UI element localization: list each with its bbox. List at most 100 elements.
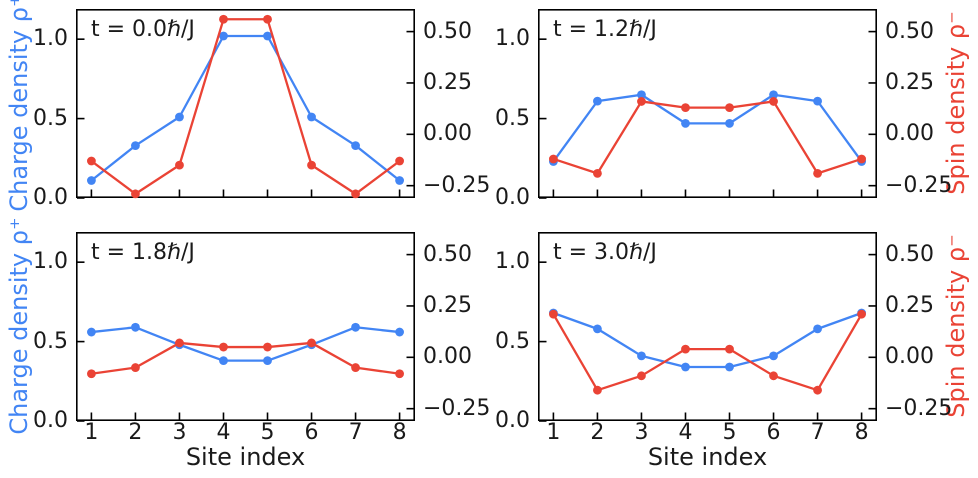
axes-frame — [76, 232, 415, 421]
x-tick-label: 6 — [766, 420, 781, 445]
spin-density-line — [552, 313, 863, 392]
x-tick-label: 1 — [546, 420, 561, 445]
spin-density-marker — [87, 156, 96, 166]
spin-density-marker — [813, 385, 822, 395]
plot-area — [538, 9, 877, 199]
charge-density-marker — [395, 327, 404, 337]
plot-area — [76, 232, 415, 422]
right-tick-label: 0.25 — [423, 292, 472, 318]
spin-density-marker — [681, 103, 690, 113]
spin-density-marker — [593, 385, 602, 395]
charge-density-marker — [219, 31, 228, 41]
left-tick-label: 1.0 — [495, 26, 530, 52]
time-annotation: t = 3.0ℏ/J — [553, 240, 657, 265]
right-tick-label: 0.00 — [885, 121, 934, 147]
right-tick-label: −0.25 — [423, 172, 491, 198]
charge-density-marker — [351, 322, 360, 332]
right-tick-label: 0.25 — [885, 292, 934, 318]
spin-density-marker — [813, 168, 822, 178]
x-tick-label: 2 — [128, 420, 143, 445]
x-tick-label: 4 — [678, 420, 693, 445]
left-tick-label: 1.0 — [33, 249, 68, 275]
right-tick-label: 0.00 — [423, 121, 472, 147]
charge-density-marker — [725, 362, 734, 372]
charge-density-marker — [395, 176, 404, 185]
charge-density-marker — [219, 356, 228, 366]
charge-density-marker — [637, 90, 646, 100]
spin-density-marker — [725, 344, 734, 354]
spin-density-marker — [637, 97, 646, 106]
right-tick-label: 0.50 — [423, 18, 472, 44]
spin-density-marker — [395, 369, 404, 379]
time-annotation: t = 0.0ℏ/J — [91, 17, 195, 42]
left-tick-label: 0.5 — [33, 105, 68, 131]
spin-density-marker — [175, 338, 184, 348]
charge-density-marker — [769, 90, 778, 100]
subplot-panel-t2: t = 1.8ℏ/J Charge density ρ⁺ Site index … — [5, 217, 490, 471]
left-tick-label: 0.0 — [495, 408, 530, 433]
spin-density-marker — [593, 168, 602, 178]
x-tick-label: 5 — [260, 420, 275, 445]
spin-density-marker — [307, 338, 316, 348]
spin-density-line — [91, 341, 400, 375]
spin-density-marker — [857, 309, 866, 319]
charge-density-marker — [351, 141, 360, 150]
left-tick-label: 0.0 — [33, 185, 68, 210]
left-tick-label: 0.5 — [495, 328, 530, 354]
spin-density-marker — [769, 97, 778, 106]
charge-density-marker — [593, 324, 602, 334]
spin-density-marker — [725, 103, 734, 113]
spin-density-marker — [549, 154, 558, 164]
x-tick-label: 7 — [348, 420, 363, 445]
spin-density-marker — [131, 363, 140, 372]
spin-density-marker — [87, 369, 96, 379]
right-tick-label: 0.00 — [423, 344, 472, 370]
x-tick-label: 4 — [216, 420, 231, 445]
x-tick-label: 8 — [392, 420, 407, 445]
charge-density-marker — [87, 176, 96, 185]
charge-density-marker — [681, 362, 690, 372]
x-tick-label: 8 — [854, 420, 869, 445]
spin-density-marker — [263, 14, 272, 24]
x-tick-label: 5 — [722, 420, 737, 445]
x-tick-label: 1 — [84, 420, 99, 445]
spin-density-marker — [351, 363, 360, 372]
charge-density-marker — [307, 112, 316, 122]
spin-density-line — [90, 18, 401, 196]
x-axis-label: Site index — [647, 443, 768, 471]
charge-density-marker — [263, 356, 272, 366]
right-tick-label: 0.50 — [885, 18, 934, 44]
subplot-panel-t1: t = 1.2ℏ/J Spin density ρ⁻ 0.0 0.5 1.0 0.50… — [495, 9, 970, 210]
x-tick-label: 3 — [634, 420, 649, 445]
plot-area — [538, 232, 877, 422]
axes-frame — [538, 9, 877, 198]
charge-density-marker — [813, 324, 822, 334]
right-tick-label: −0.25 — [885, 172, 953, 198]
spin-density-marker — [549, 309, 558, 319]
x-tick-label: 7 — [810, 420, 825, 445]
spin-density-marker — [857, 154, 866, 164]
spin-density-marker — [175, 160, 184, 170]
charge-density-marker — [175, 112, 184, 122]
left-tick-label: 1.0 — [495, 249, 530, 275]
charge-density-marker — [813, 96, 822, 106]
charge-density-marker — [769, 351, 778, 361]
spin-density-marker — [219, 342, 228, 352]
spin-density-line — [553, 100, 862, 175]
charge-density-line — [553, 311, 862, 369]
charge-density-marker — [263, 31, 272, 41]
charge-density-marker — [131, 141, 140, 150]
right-tick-label: 0.25 — [423, 69, 472, 95]
charge-density-marker — [725, 118, 734, 128]
spin-density-marker — [681, 344, 690, 354]
charge-density-marker — [131, 322, 140, 332]
x-tick-label: 6 — [304, 420, 319, 445]
charge-density-marker — [87, 327, 96, 337]
charge-density-marker — [681, 118, 690, 128]
left-tick-label: 0.5 — [33, 328, 68, 354]
subplot-panel-t0: t = 0.0ℏ/J Charge density ρ⁺ 0.0 0.5 1.0 0.… — [5, 0, 490, 212]
spin-density-marker — [637, 371, 646, 381]
spin-density-marker — [769, 371, 778, 381]
charge-density-marker — [593, 96, 602, 106]
